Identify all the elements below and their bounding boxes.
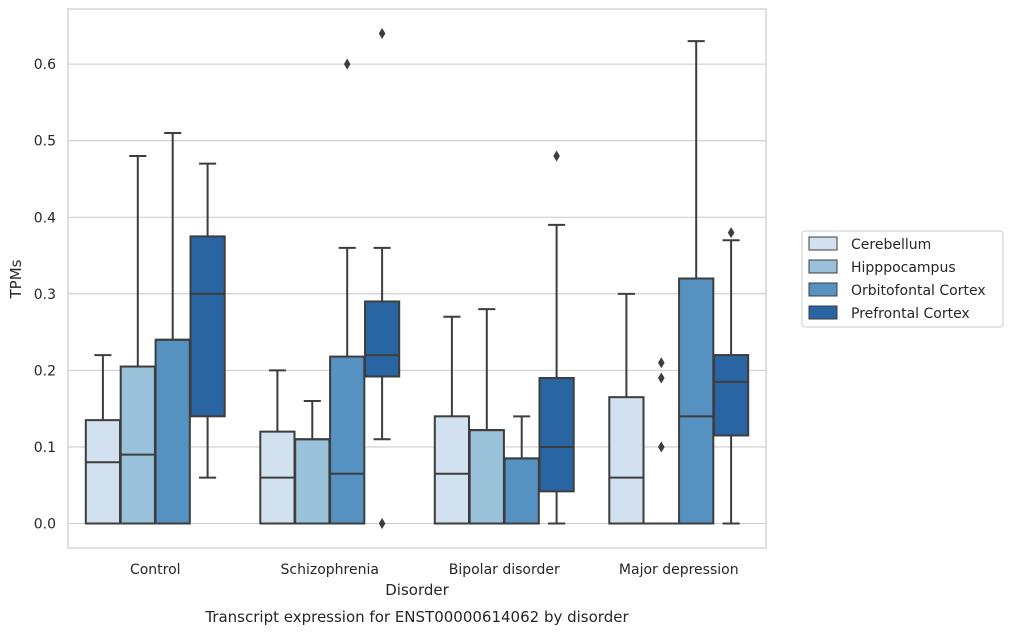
box-prefrontal-cortex [538, 150, 575, 525]
y-tick-label: 0.4 [34, 210, 56, 226]
box-body [433, 415, 471, 525]
legend-entry: Cerebellum [851, 237, 931, 253]
y-axis-ticks: 0.0 0.1 0.2 0.3 0.4 0.5 0.6 [34, 57, 56, 532]
y-tick-label: 0.0 [34, 517, 56, 533]
box-body [712, 354, 750, 437]
box-prefrontal-cortex [363, 28, 401, 529]
x-tick-label: Schizophrenia [281, 562, 379, 578]
legend-entry: Hipppocampus [851, 260, 956, 276]
legend-entry: Orbitofontal Cortex [851, 283, 986, 299]
x-axis-ticks: Control Schizophrenia Bipolar disorder Majo… [130, 562, 739, 578]
outlier-point [658, 441, 665, 453]
box-body [363, 300, 401, 378]
box-body [294, 438, 331, 525]
box-body [154, 338, 191, 525]
legend: Cerebellum Hipppocampus Orbitofontal Corte… [801, 230, 1004, 328]
box-orbitofontal-cortex [503, 415, 540, 525]
box-body [119, 365, 156, 525]
y-axis-label: TPMs [7, 259, 25, 299]
box-cerebellum [608, 292, 645, 525]
legend-entry: Prefrontal Cortex [851, 306, 970, 322]
box-cerebellum [84, 354, 122, 525]
outlier-point [553, 150, 560, 162]
legend-swatch [808, 282, 838, 297]
x-tick-label: Bipolar disorder [449, 562, 560, 578]
box-orbitofontal-cortex [329, 58, 366, 525]
chart-caption: Transcript expression for ENST0000061406… [204, 608, 629, 626]
box-hipppocampus [643, 357, 680, 525]
box-orbitofontal-cortex [678, 40, 715, 525]
y-tick-label: 0.5 [34, 134, 56, 150]
y-tick-label: 0.1 [34, 440, 56, 456]
box-hipppocampus [468, 308, 505, 525]
box-body [189, 235, 226, 418]
box-prefrontal-cortex [712, 227, 750, 525]
y-tick-label: 0.2 [34, 363, 56, 379]
plot-frame [67, 8, 767, 549]
outlier-point [658, 357, 665, 369]
box-body [468, 429, 505, 525]
box-body [678, 277, 715, 525]
x-axis-label: Disorder [385, 581, 449, 599]
box-body [329, 355, 366, 525]
box-body [84, 419, 122, 525]
x-tick-label: Major depression [619, 562, 739, 578]
y-tick-label: 0.6 [34, 57, 56, 73]
box-body [538, 377, 575, 493]
y-tick-label: 0.3 [34, 287, 56, 303]
outlier-point [343, 58, 351, 70]
legend-frame [801, 230, 1004, 328]
box-prefrontal-cortex [189, 162, 226, 479]
box-body [503, 457, 540, 525]
box-orbitofontal-cortex [154, 132, 191, 525]
outlier-point [658, 372, 665, 384]
legend-swatch [808, 305, 838, 320]
legend-swatch [808, 259, 838, 274]
outlier-point [378, 518, 386, 529]
outlier-point [727, 227, 735, 239]
box-body [608, 396, 645, 525]
legend-swatch [808, 236, 838, 251]
x-tick-label: Control [130, 562, 181, 578]
outlier-point [378, 28, 386, 39]
box-series [84, 28, 750, 529]
